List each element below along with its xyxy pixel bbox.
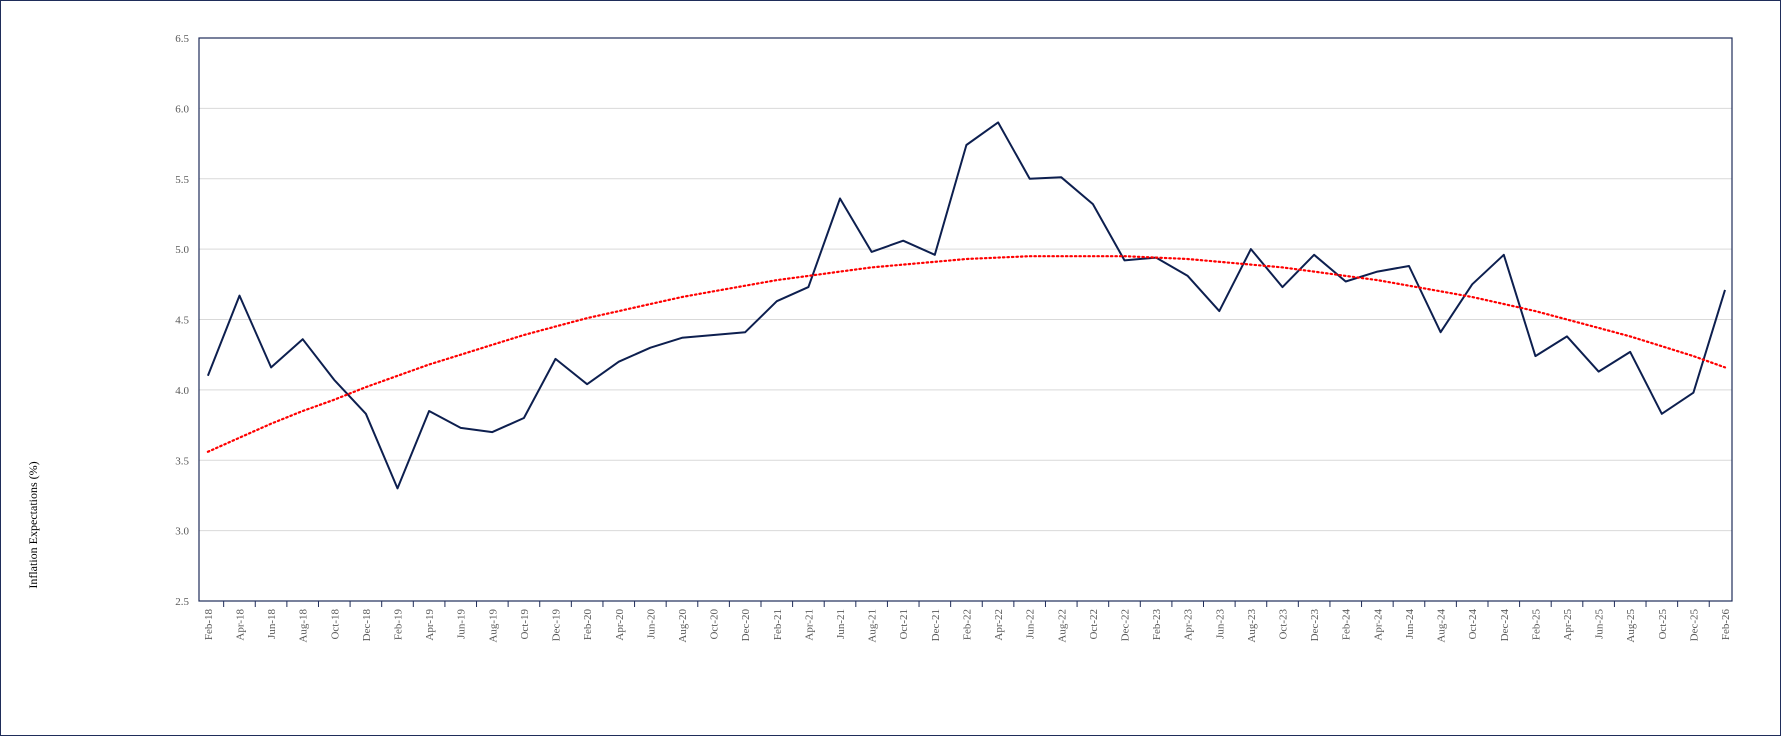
- x-tick-label: Apr-24: [1372, 609, 1384, 641]
- series: [206, 121, 1727, 490]
- x-tick-label: Dec-19: [551, 609, 563, 642]
- y-axis-title: Inflation Expectations (%): [26, 461, 40, 588]
- y-tick-label: 6.0: [175, 103, 189, 115]
- x-tick-label: Jun-19: [456, 609, 468, 639]
- x-tick-label: Oct-25: [1657, 609, 1669, 640]
- x-tick-label: Apr-18: [234, 609, 246, 641]
- x-tick-label: Dec-22: [1119, 609, 1131, 641]
- y-tick-label: 4.5: [175, 315, 189, 327]
- x-tick-label: Oct-19: [519, 609, 531, 640]
- x-tick-label: Apr-20: [614, 609, 626, 641]
- y-tick-label: 4.0: [175, 385, 189, 397]
- y-tick-label: 3.5: [175, 455, 189, 467]
- x-tick-label: Feb-20: [582, 609, 594, 641]
- x-tick-label: Dec-20: [740, 609, 752, 642]
- x-tick-label: Oct-20: [709, 609, 721, 640]
- x-tick-label: Apr-25: [1562, 609, 1574, 641]
- gridlines: [199, 107, 1732, 532]
- x-tick-label: Jun-21: [835, 609, 847, 639]
- y-tick-label: 5.5: [175, 174, 189, 186]
- x-tick-label: Dec-18: [361, 609, 373, 642]
- x-tick-label: Jun-18: [266, 609, 278, 639]
- y-tick-label: 3.0: [175, 526, 189, 538]
- x-tick-label: Dec-21: [930, 609, 942, 641]
- x-tick-label: Jun-22: [1025, 609, 1037, 639]
- x-tick-label: Oct-22: [1088, 609, 1100, 640]
- x-tick-label: Dec-25: [1688, 609, 1700, 642]
- x-tick-label: Feb-24: [1341, 609, 1353, 641]
- axes: [198, 37, 1733, 607]
- x-tick-label: Aug-18: [298, 609, 310, 643]
- x-tick-label: Oct-23: [1278, 609, 1290, 640]
- x-tick-label: Apr-23: [1183, 609, 1195, 641]
- y-tick-label: 5.0: [175, 244, 189, 256]
- x-tick-label: Jun-25: [1594, 609, 1606, 639]
- x-tick-label: Jun-23: [1214, 609, 1226, 639]
- x-tick-label: Dec-23: [1309, 609, 1321, 642]
- y-tick-label: 6.5: [175, 33, 189, 45]
- x-tick-label: Feb-18: [203, 609, 215, 641]
- x-tick-label: Oct-21: [898, 609, 910, 640]
- x-tick-label: Dec-24: [1499, 609, 1511, 642]
- x-tick-label: Apr-19: [424, 609, 436, 641]
- x-tick-label: Feb-21: [772, 609, 784, 640]
- x-tick-label: Feb-19: [392, 609, 404, 641]
- x-tick-label: Aug-25: [1625, 609, 1637, 643]
- x-tick-label: Jun-20: [645, 609, 657, 639]
- x-tick-label: Aug-19: [487, 609, 499, 643]
- x-tick-label: Oct-18: [329, 609, 341, 640]
- x-tick-label: Feb-22: [961, 609, 973, 640]
- x-tick-label: Feb-23: [1151, 609, 1163, 641]
- tick-labels: 2.5 3.0 3.5 4.0 4.5 5.0 5.5 6.0 6.5 Feb-18 Apr-18 J…: [175, 33, 1732, 643]
- plot-area-border: [198, 37, 1733, 602]
- x-tick-label: Apr-21: [803, 609, 815, 641]
- x-tick-label: Aug-22: [1056, 609, 1068, 643]
- x-tick-label: Feb-26: [1720, 609, 1732, 641]
- x-tick-label: Aug-24: [1436, 609, 1448, 643]
- x-tick-label: Feb-25: [1530, 609, 1542, 641]
- x-tick-label: Oct-24: [1467, 609, 1479, 640]
- trend-line: [206, 255, 1727, 453]
- x-tick-label: Jun-24: [1404, 609, 1416, 639]
- x-tick-label: Apr-22: [993, 609, 1005, 641]
- x-tick-label: Aug-20: [677, 609, 689, 643]
- x-tick-label: Aug-23: [1246, 609, 1258, 643]
- x-tick-label: Aug-21: [867, 609, 879, 643]
- y-tick-label: 2.5: [175, 596, 189, 608]
- series-line: [206, 121, 1726, 490]
